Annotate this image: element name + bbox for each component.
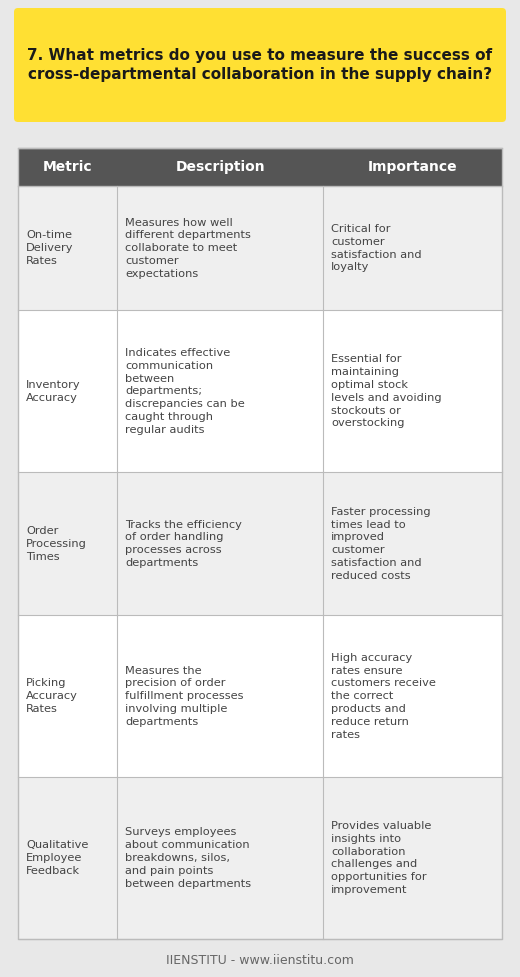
Bar [18,472,502,616]
Text: On-time
Delivery
Rates: On-time Delivery Rates [26,231,73,266]
Text: 7. What metrics do you use to measure the success of
cross-departmental collabor: 7. What metrics do you use to measure th… [28,48,492,82]
Bar [18,777,502,939]
Text: IIENSTITU - www.iienstitu.com: IIENSTITU - www.iienstitu.com [166,955,354,967]
Bar [18,148,502,186]
Text: Surveys employees
about communication
breakdowns, silos,
and pain points
between: Surveys employees about communication br… [125,828,251,889]
Text: Measures how well
different departments
collaborate to meet
customer
expectation: Measures how well different departments … [125,218,251,278]
Text: Indicates effective
communication
between
departments;
discrepancies can be
caug: Indicates effective communication betwee… [125,348,245,435]
Text: Faster processing
times lead to
improved
customer
satisfaction and
reduced costs: Faster processing times lead to improved… [331,507,431,581]
Text: Provides valuable
insights into
collaboration
challenges and
opportunities for
i: Provides valuable insights into collabor… [331,821,431,895]
Bar [18,148,502,939]
Text: Essential for
maintaining
optimal stock
levels and avoiding
stockouts or
oversto: Essential for maintaining optimal stock … [331,355,441,428]
Text: Picking
Accuracy
Rates: Picking Accuracy Rates [26,678,78,714]
Bar [18,616,502,777]
Text: High accuracy
rates ensure
customers receive
the correct
products and
reduce ret: High accuracy rates ensure customers rec… [331,653,436,740]
Text: Critical for
customer
satisfaction and
loyalty: Critical for customer satisfaction and l… [331,224,422,273]
Text: Importance: Importance [368,160,457,174]
Bar [18,311,502,472]
Text: Inventory
Accuracy: Inventory Accuracy [26,380,81,403]
Text: Qualitative
Employee
Feedback: Qualitative Employee Feedback [26,840,88,876]
Text: Tracks the efficiency
of order handling
processes across
departments: Tracks the efficiency of order handling … [125,520,242,568]
Text: Metric: Metric [43,160,93,174]
Text: Description: Description [175,160,265,174]
FancyBboxPatch shape [14,8,506,122]
Text: Order
Processing
Times: Order Processing Times [26,526,87,562]
Text: Measures the
precision of order
fulfillment processes
involving multiple
departm: Measures the precision of order fulfillm… [125,665,244,727]
Bar [18,186,502,311]
